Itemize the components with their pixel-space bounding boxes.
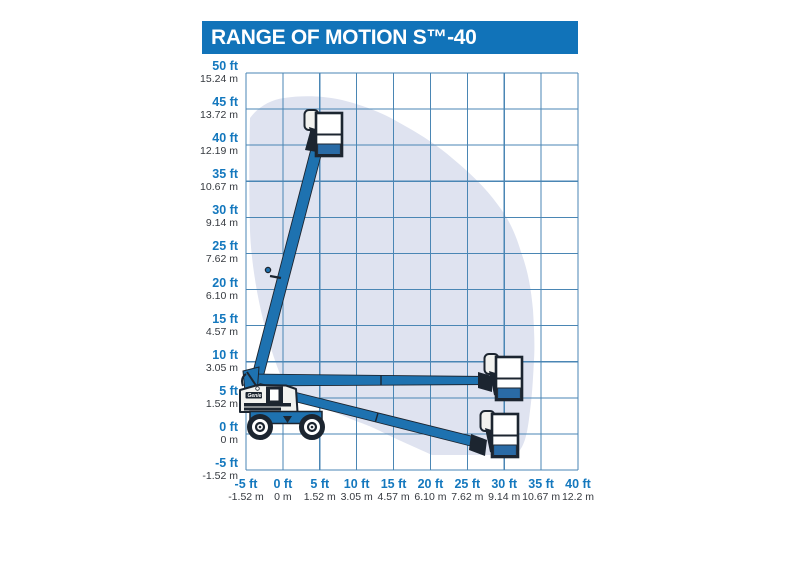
y-tick-label-ft: 50 ft: [212, 59, 238, 73]
x-tick-label-m: 4.57 m: [377, 491, 410, 503]
motion-envelope-region: [249, 96, 535, 455]
x-tick-label-m: 1.52 m: [303, 491, 336, 503]
y-tick-label-m: 4.57 m: [205, 325, 238, 338]
x-tick-label-ft: 40 ft: [565, 477, 591, 491]
x-tick-label: 40 ft 12.2 m: [546, 477, 610, 503]
y-tick-label: 15 ft 4.57 m: [150, 312, 238, 338]
x-tick-label: 30 ft 9.14 m: [472, 477, 536, 503]
y-tick-label: 0 ft 0 m: [150, 420, 238, 446]
y-tick-label: 20 ft 6.10 m: [150, 276, 238, 302]
front-wheel: [299, 414, 325, 440]
y-tick-label-m: 10.67 m: [200, 181, 238, 194]
x-tick-label-m: 10.67 m: [522, 491, 561, 503]
x-tick-label: 25 ft 7.62 m: [435, 477, 499, 503]
horizontal-boom: [245, 372, 492, 392]
x-tick-label-ft: 35 ft: [528, 477, 554, 491]
x-tick-label-m: 6.10 m: [414, 491, 447, 503]
x-tick-label-ft: 5 ft: [310, 477, 330, 491]
y-tick-label-ft: 45 ft: [212, 95, 238, 110]
y-tick-label-m: 3.05 m: [205, 361, 238, 374]
y-tick-label: 35 ft 10.67 m: [150, 167, 238, 193]
y-tick-label-ft: -5 ft: [215, 456, 238, 470]
horizontal-boom-jib: [478, 372, 492, 392]
x-tick-label: 35 ft 10.67 m: [509, 477, 573, 503]
y-tick-label-ft: 15 ft: [212, 311, 238, 326]
x-tick-label: 0 ft 0 m: [251, 477, 315, 503]
y-tick-label-m: 13.72 m: [200, 109, 238, 122]
y-tick-label-ft: 40 ft: [212, 131, 238, 146]
y-tick-label-ft: 10 ft: [212, 347, 238, 362]
title-bar: RANGE OF MOTION S™-40: [202, 21, 578, 54]
x-tick-label-ft: 0 ft: [273, 477, 293, 491]
machine-body: Genie: [239, 384, 299, 413]
y-tick-label-m: 1.52 m: [205, 397, 238, 410]
x-tick-label-ft: -5 ft: [234, 477, 258, 491]
x-tick-label-m: 9.14 m: [488, 491, 521, 503]
x-tick-label-m: 7.62 m: [451, 491, 484, 503]
chart-grid: [245, 72, 579, 471]
y-tick-label-m: 9.14 m: [205, 217, 238, 230]
y-tick-label-ft: 20 ft: [212, 275, 238, 290]
y-tick-label: 50 ft 15.24 m: [150, 59, 238, 85]
y-tick-label-m: 6.10 m: [205, 289, 238, 302]
y-tick-label: 25 ft 7.62 m: [150, 239, 238, 265]
y-tick-label-ft: 0 ft: [219, 419, 238, 434]
x-tick-label-ft: 15 ft: [380, 477, 407, 491]
x-tick-label-m: 0 m: [274, 491, 292, 503]
x-tick-label-ft: 30 ft: [491, 477, 518, 491]
x-tick-label: 5 ft 1.52 m: [288, 477, 352, 503]
rear-wheel: [247, 414, 273, 440]
y-tick-label-m: -1.52 m: [202, 470, 238, 482]
svg-text:Genie: Genie: [248, 393, 262, 399]
y-tick-label-m: 15.24 m: [200, 73, 238, 85]
y-tick-label-m: 7.62 m: [205, 253, 238, 266]
x-tick-label-m: -1.52 m: [228, 491, 264, 503]
y-tick-label-ft: 25 ft: [212, 239, 238, 254]
genie-logo: Genie: [245, 392, 262, 399]
y-tick-label: 45 ft 13.72 m: [150, 95, 238, 121]
y-tick-label-ft: 30 ft: [212, 203, 238, 218]
x-tick-label-ft: 25 ft: [454, 477, 481, 491]
y-tick-label-ft: 35 ft: [212, 167, 238, 182]
lowered-boom-jib: [469, 434, 487, 456]
x-tick-label: 15 ft 4.57 m: [362, 477, 426, 503]
x-tick-label-m: 3.05 m: [340, 491, 373, 503]
y-tick-label-m: 0 m: [220, 433, 238, 446]
chassis: [247, 410, 325, 440]
y-tick-label: -5 ft -1.52 m: [150, 456, 238, 482]
x-tick-label: -5 ft -1.52 m: [214, 477, 278, 503]
y-tick-label-ft: 5 ft: [219, 383, 238, 398]
boom-lift-machine: Genie: [239, 108, 524, 459]
y-tick-label: 40 ft 12.19 m: [150, 131, 238, 157]
y-tick-label: 10 ft 3.05 m: [150, 348, 238, 374]
y-tick-label-m: 12.19 m: [200, 145, 238, 158]
figure-title: RANGE OF MOTION S™-40: [211, 26, 477, 49]
x-tick-label: 20 ft 6.10 m: [398, 477, 462, 503]
x-tick-label: 10 ft 3.05 m: [325, 477, 389, 503]
x-tick-label-ft: 20 ft: [417, 477, 444, 491]
y-tick-label: 30 ft 9.14 m: [150, 203, 238, 229]
x-tick-label-ft: 10 ft: [343, 477, 370, 491]
x-tick-label-m: 12.2 m: [561, 491, 595, 503]
y-tick-label: 5 ft 1.52 m: [150, 384, 238, 410]
